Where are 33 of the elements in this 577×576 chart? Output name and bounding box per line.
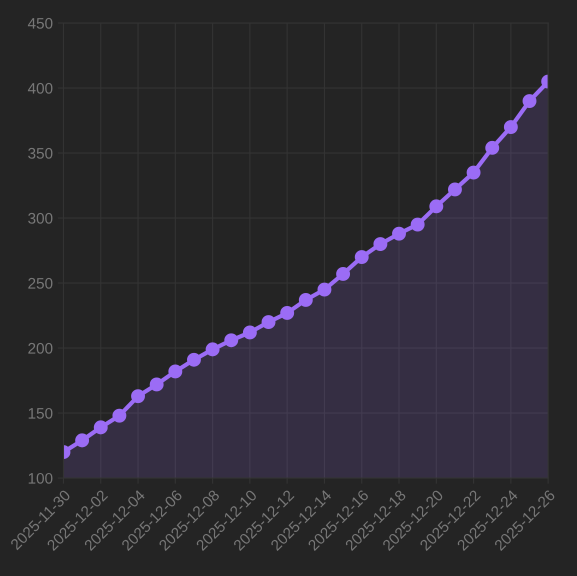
point: [336, 267, 350, 281]
point: [373, 237, 388, 252]
point: [448, 182, 462, 196]
point: [410, 218, 425, 232]
point: [522, 94, 536, 108]
point: [187, 352, 201, 367]
point: [298, 293, 313, 307]
point: [94, 420, 108, 434]
point: [224, 333, 238, 348]
y-tick-label: 150: [28, 408, 52, 419]
y-tick-label: 400: [28, 82, 52, 94]
point: [354, 250, 369, 264]
point: [112, 408, 126, 423]
y-tick-label: 100: [28, 472, 52, 484]
point: [504, 120, 518, 134]
point: [75, 433, 90, 448]
y-tick-label: 200: [28, 342, 52, 354]
point: [206, 342, 220, 356]
point: [131, 389, 145, 404]
point: [466, 166, 481, 180]
point: [242, 326, 257, 340]
y-tick-label: 450: [28, 18, 52, 29]
point: [168, 364, 182, 378]
point: [392, 226, 406, 241]
y-tick-label: 250: [28, 278, 52, 289]
y-tick-label: 300: [28, 212, 52, 224]
point: [280, 306, 294, 320]
y-tick-label: 350: [28, 148, 52, 159]
point: [318, 282, 332, 297]
point: [485, 140, 500, 155]
point: [150, 378, 164, 392]
point: [262, 315, 276, 330]
point: [429, 199, 444, 214]
